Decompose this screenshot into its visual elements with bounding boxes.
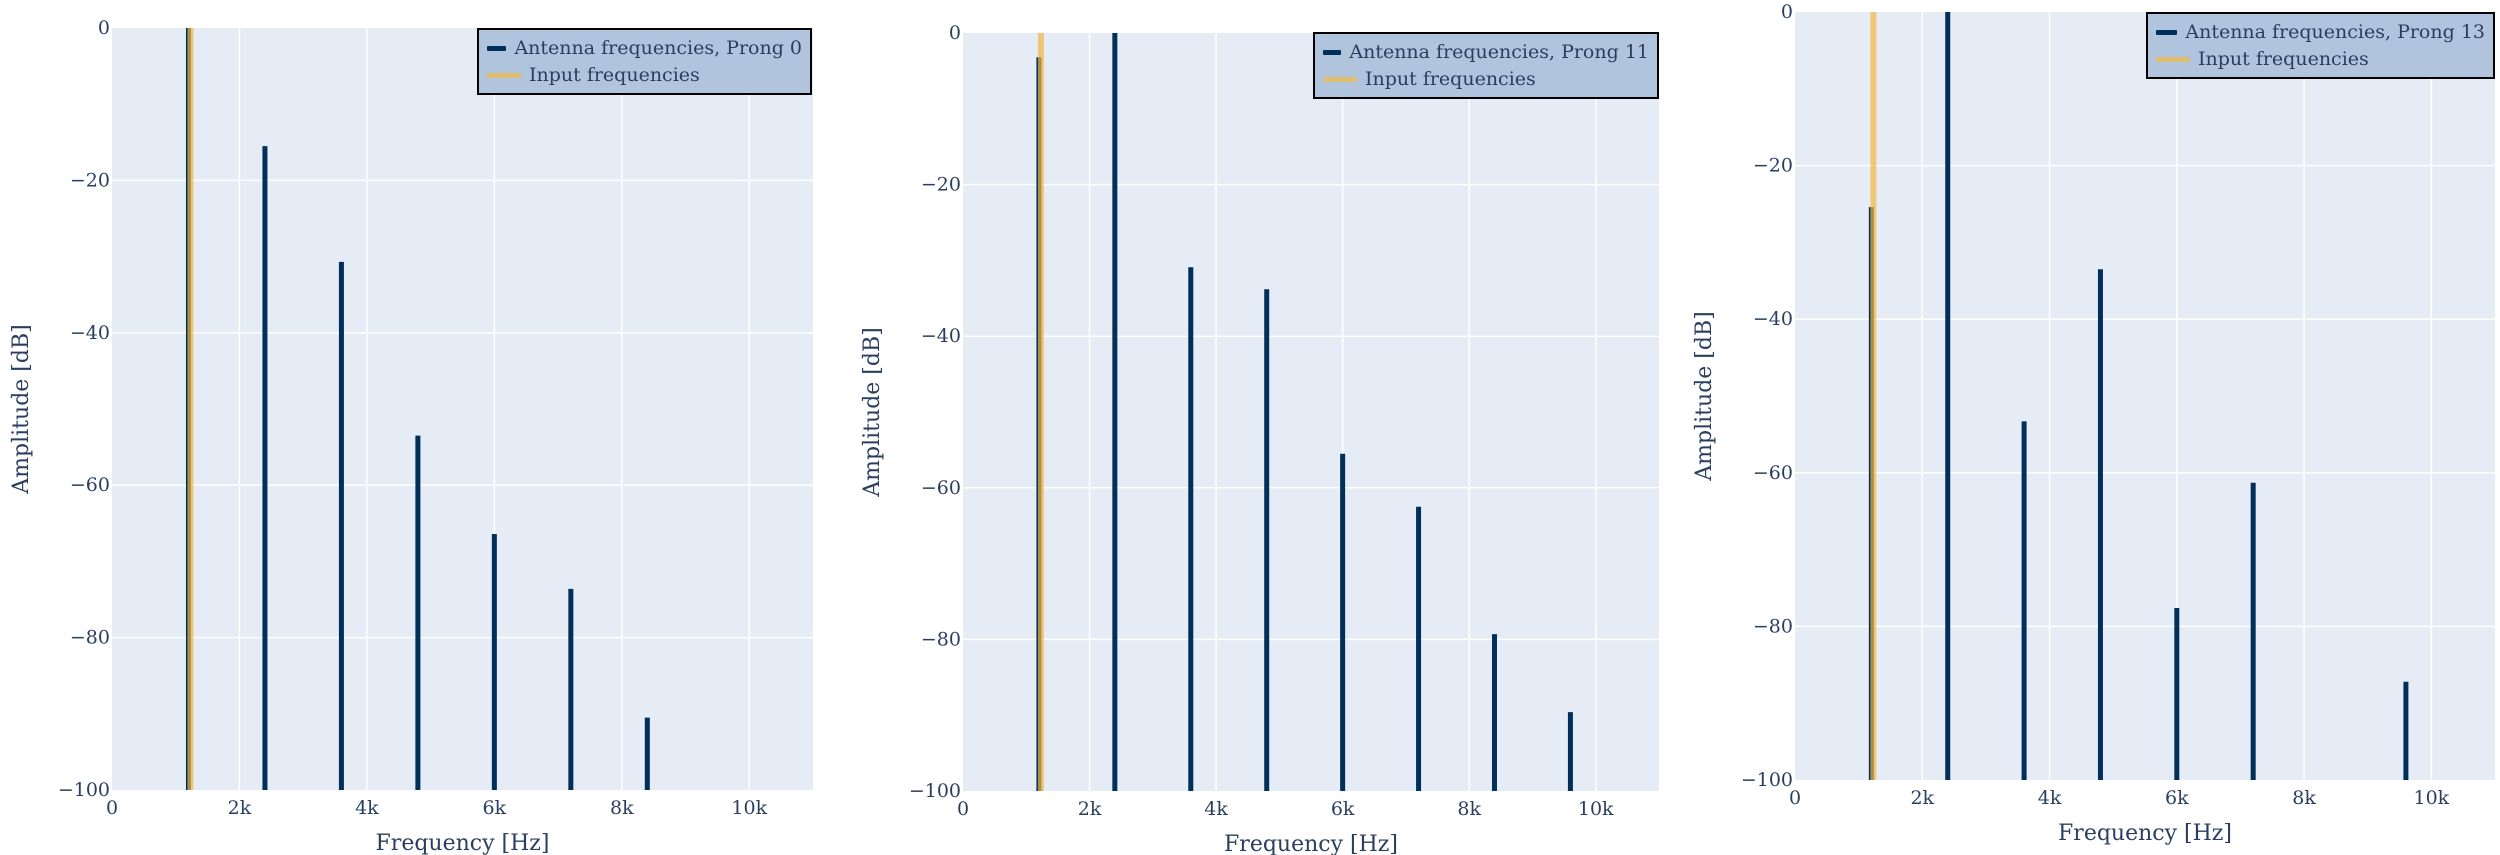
y-tick-label: −60	[921, 477, 961, 499]
x-axis-title: Frequency [Hz]	[1224, 832, 1398, 855]
chart-panel-prong-0: 0 2k 4k 6k 8k 10k 0 −20 −40 −60 −80 −100 Frequency […	[0, 0, 840, 855]
x-tick-label: 10k	[2414, 787, 2450, 809]
legend-item-antenna[interactable]: Antenna frequencies, Prong 0	[487, 35, 802, 62]
y-tick-label: −60	[70, 474, 110, 496]
legend[interactable]: Antenna frequencies, Prong 0 Input frequ…	[477, 28, 812, 95]
legend-label-input: Input frequencies	[2198, 48, 2369, 70]
line-swatch-icon	[2156, 30, 2178, 35]
x-tick-label: 2k	[1078, 798, 1102, 820]
y-tick-label: −80	[921, 628, 961, 650]
y-tick-label: −40	[1753, 308, 1793, 330]
line-swatch-icon	[1323, 77, 1357, 82]
legend[interactable]: Antenna frequencies, Prong 11 Input freq…	[1313, 32, 1659, 99]
x-tick-label: 2k	[228, 797, 252, 819]
y-tick-label: −100	[909, 780, 961, 802]
plot-background	[112, 28, 813, 790]
plot-background	[963, 33, 1659, 791]
chart-panel-prong-11: 0 2k 4k 6k 8k 10k 0 −20 −40 −60 −80 −100 Frequency […	[0, 0, 1680, 855]
legend[interactable]: Antenna frequencies, Prong 13 Input freq…	[2146, 12, 2495, 79]
y-tick-label: −80	[1753, 615, 1793, 637]
y-axis-title: Amplitude [dB]	[1692, 311, 1717, 481]
x-tick-label: 10k	[1578, 798, 1614, 820]
y-tick-label: −100	[58, 779, 110, 801]
legend-item-input[interactable]: Input frequencies	[1323, 66, 1649, 93]
line-swatch-icon	[1323, 50, 1342, 55]
y-tick-label: 0	[98, 17, 110, 39]
x-tick-label: 6k	[483, 797, 507, 819]
plot-background	[1795, 12, 2495, 780]
legend-item-antenna[interactable]: Antenna frequencies, Prong 13	[2156, 19, 2485, 46]
line-swatch-icon	[487, 46, 507, 51]
legend-item-antenna[interactable]: Antenna frequencies, Prong 11	[1323, 39, 1649, 66]
y-tick-label: 0	[949, 22, 961, 44]
x-tick-label: 4k	[2038, 787, 2062, 809]
y-tick-label: −20	[1753, 155, 1793, 177]
x-tick-label: 8k	[2292, 787, 2316, 809]
y-axis-title: Amplitude [dB]	[9, 324, 34, 494]
plot-area[interactable]: 0 2k 4k 6k 8k 10k 0 −20 −40 −60 −80 −100 Frequency […	[0, 0, 1680, 855]
plot-area[interactable]: 0 2k 4k 6k 8k 10k 0 −20 −40 −60 −80 −100 Frequency […	[0, 0, 840, 855]
x-tick-label: 0	[1789, 787, 1801, 809]
legend-label-antenna: Antenna frequencies, Prong 13	[2185, 21, 2485, 43]
y-tick-label: −20	[70, 169, 110, 191]
x-tick-label: 6k	[2165, 787, 2189, 809]
y-tick-label: −100	[1741, 769, 1793, 791]
x-tick-label: 10k	[731, 797, 767, 819]
legend-item-input[interactable]: Input frequencies	[2156, 46, 2485, 73]
y-tick-label: −60	[1753, 462, 1793, 484]
x-axis-title: Frequency [Hz]	[2058, 821, 2232, 846]
line-swatch-icon	[487, 73, 521, 78]
legend-label-input: Input frequencies	[1365, 68, 1536, 90]
y-tick-label: −80	[70, 627, 110, 649]
x-tick-label: 8k	[1457, 798, 1481, 820]
line-swatch-icon	[2156, 57, 2190, 62]
legend-label-antenna: Antenna frequencies, Prong 11	[1349, 41, 1649, 63]
legend-label-antenna: Antenna frequencies, Prong 0	[514, 37, 802, 59]
y-tick-label: −40	[70, 322, 110, 344]
x-tick-label: 6k	[1331, 798, 1355, 820]
legend-label-input: Input frequencies	[529, 64, 700, 86]
x-tick-label: 8k	[610, 797, 634, 819]
x-tick-label: 0	[106, 797, 118, 819]
x-tick-label: 2k	[1910, 787, 1934, 809]
y-tick-label: −40	[921, 325, 961, 347]
y-axis-title: Amplitude [dB]	[860, 327, 885, 497]
x-tick-label: 0	[957, 798, 969, 820]
x-tick-label: 4k	[1204, 798, 1228, 820]
x-axis-title: Frequency [Hz]	[376, 831, 550, 855]
y-tick-label: −20	[921, 174, 961, 196]
y-tick-label: 0	[1781, 1, 1793, 23]
legend-item-input[interactable]: Input frequencies	[487, 62, 802, 89]
x-tick-label: 4k	[355, 797, 379, 819]
